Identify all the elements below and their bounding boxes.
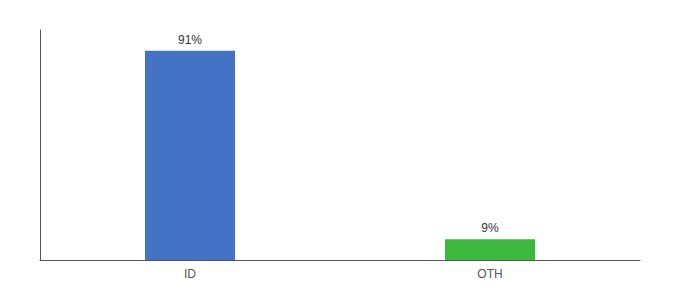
svg-text:9%: 9% bbox=[481, 221, 499, 235]
svg-text:OTH: OTH bbox=[477, 267, 502, 281]
svg-text:91%: 91% bbox=[178, 33, 202, 47]
svg-text:ID: ID bbox=[184, 267, 196, 281]
